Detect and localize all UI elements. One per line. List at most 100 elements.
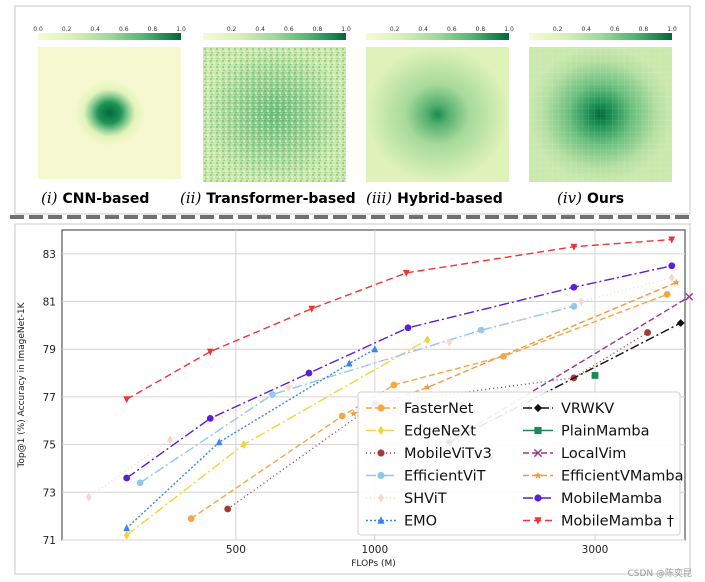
colorbar-tick: 0.4: [90, 26, 100, 33]
data-point: [685, 292, 694, 301]
series-mobilemamba: [123, 262, 676, 482]
data-point: [672, 278, 681, 286]
data-point: [136, 479, 144, 487]
legend-entry: MobileMamba: [523, 491, 662, 507]
series-shvit: [85, 273, 675, 502]
data-point: [187, 515, 195, 522]
legend-label: SHViT: [404, 491, 447, 507]
series-efficientvmamba: [349, 278, 681, 417]
caption-cnn: (i) CNN-based: [41, 189, 149, 207]
heatmap-cnn: 0.0 0.2 0.4 0.6 0.8 1.0: [33, 26, 186, 179]
caption-label: Transformer-based: [206, 191, 355, 207]
data-point: [224, 505, 232, 513]
legend: FasterNet EdgeNeXt MobileViTv3 EfficientViT…: [357, 391, 684, 536]
heatmap-grid: [529, 47, 672, 182]
data-point: [123, 474, 131, 482]
legend-entry: MobileViTv3: [366, 446, 492, 462]
legend-entry: EdgeNeXt: [366, 424, 476, 440]
series-emo: [123, 345, 379, 532]
legend-entry: MobileMamba †: [523, 514, 674, 530]
y-tick-label: 71: [43, 535, 56, 547]
series-line: [227, 331, 648, 510]
colorbar-tick: 1.0: [176, 26, 186, 33]
data-point: [663, 290, 671, 298]
legend-label: EfficientVMamba: [561, 469, 684, 485]
y-tick-label: 77: [43, 392, 56, 404]
data-point: [570, 283, 578, 291]
legend-label: FasterNet: [404, 401, 474, 417]
x-tick-label: 1000: [361, 544, 388, 556]
caption-hybrid: (iii) Hybrid-based: [366, 189, 503, 207]
legend-label: PlainMamba: [561, 424, 650, 440]
legend-entry: EfficientViT: [366, 469, 486, 485]
heatmap-ours: 0.2 0.4 0.6 0.8 1.0: [529, 26, 677, 182]
legend-entry: EMO: [366, 514, 437, 530]
data-point: [206, 348, 214, 356]
heatmap-image: [38, 47, 181, 179]
colorbar-tick: 0.0: [33, 26, 43, 33]
chart: 71 73 75 77 79 81 83 500 1000 3000 FLOPs (M) Top@…: [17, 229, 694, 569]
axis-ticks: 71 73 75 77 79 81 83 500 1000 3000: [43, 249, 609, 556]
series-plainmamba: [591, 372, 599, 379]
y-tick-label: 81: [43, 297, 56, 309]
heatmap-panel: 0.0 0.2 0.4 0.6 0.8 1.0 0.2 0.4 0.6 0.8 …: [14, 5, 691, 215]
data-point: [578, 297, 584, 306]
colorbar-tick: 1.0: [504, 26, 514, 33]
legend-frame: [357, 391, 681, 536]
data-point: [402, 269, 410, 277]
series-mobilemamba: [123, 236, 676, 404]
data-point: [676, 319, 685, 327]
legend-marker: [377, 449, 385, 457]
data-point: [477, 326, 485, 334]
legend-label: MobileViTv3: [404, 446, 492, 462]
colorbar: [38, 33, 181, 40]
legend-marker: [534, 517, 542, 525]
data-point: [668, 273, 675, 283]
legend-marker: [378, 425, 384, 436]
data-point: [123, 396, 131, 404]
y-axis-label: Top@1 (%) Accuracy in ImageNet-1K: [17, 301, 27, 468]
colorbar-tick: 0.6: [447, 26, 457, 33]
data-point: [446, 337, 453, 347]
legend-marker: [534, 471, 542, 479]
legend-entry: PlainMamba: [523, 424, 650, 440]
data-point: [206, 414, 214, 422]
caption-transformer: (ii) Transformer-based: [180, 189, 356, 207]
data-point: [285, 382, 292, 392]
y-tick-label: 75: [43, 440, 56, 452]
series-line: [126, 238, 672, 400]
legend-entry: SHViT: [366, 491, 447, 507]
legend-marker: [377, 471, 385, 480]
legend-label: MobileMamba: [561, 491, 662, 507]
caption-numeral: (i): [41, 189, 58, 207]
legend-marker: [378, 493, 384, 503]
legend-label: MobileMamba †: [561, 514, 674, 530]
data-point: [591, 372, 599, 379]
colorbar: [203, 33, 346, 40]
colorbar-tick: 0.8: [476, 26, 486, 33]
y-tick-label: 83: [43, 249, 56, 261]
colorbar-tick: 1.0: [341, 26, 351, 33]
colorbar-tick: 0.2: [227, 26, 237, 33]
caption-label: Hybrid-based: [397, 191, 503, 207]
data-point: [423, 383, 432, 391]
colorbar-tick: 0.8: [148, 26, 158, 33]
x-tick-label: 500: [226, 544, 246, 556]
data-point: [349, 409, 358, 417]
data-point: [123, 530, 130, 540]
colorbar-tick: 0.2: [553, 26, 563, 33]
legend-label: EfficientViT: [404, 469, 486, 485]
series-edgenext: [123, 335, 431, 540]
y-tick-label: 73: [43, 487, 56, 499]
data-point: [424, 335, 431, 345]
data-point: [570, 243, 578, 251]
data-point: [644, 329, 652, 336]
caption-numeral: (iv): [557, 189, 582, 207]
series-line: [448, 322, 682, 443]
legend-entry: LocalVim: [523, 446, 626, 462]
legend-entry: EfficientVMamba: [523, 469, 684, 485]
series-line: [88, 277, 672, 498]
caption-numeral: (ii): [180, 189, 201, 207]
y-tick-label: 79: [43, 344, 56, 356]
